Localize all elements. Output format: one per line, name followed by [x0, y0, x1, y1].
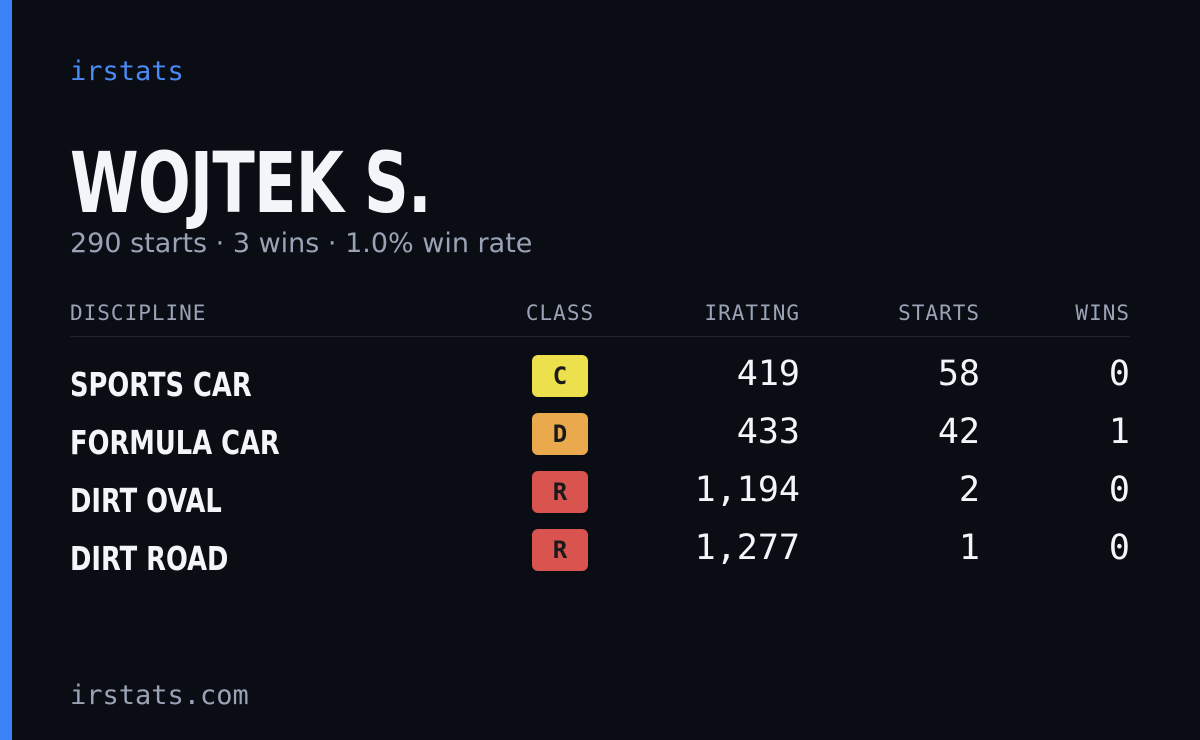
stat-value: 1 [1108, 412, 1130, 452]
stat-value: 42 [937, 412, 980, 452]
accent-bar [0, 0, 12, 740]
stat-value: 1 [958, 528, 980, 568]
stat-value: 1,194 [694, 470, 800, 510]
column-header: WINS [1075, 301, 1130, 325]
discipline: FORMULA CAR [70, 423, 280, 462]
brand: irstats [70, 56, 184, 87]
column-header: CLASS [525, 301, 595, 325]
column-header: IRATING [704, 301, 800, 325]
stat-value: 1,277 [694, 528, 800, 568]
discipline: SPORTS CAR [70, 365, 252, 404]
stat-value: 58 [937, 354, 980, 394]
column-header: DISCIPLINE [70, 301, 207, 325]
stat-value: 0 [1108, 528, 1130, 568]
class-badge: D [532, 413, 588, 455]
class-badge: R [532, 529, 588, 571]
class-badge: R [532, 471, 588, 513]
stat-value: 433 [736, 412, 800, 452]
discipline: DIRT OVAL [70, 481, 222, 520]
stat-value: 419 [736, 354, 800, 394]
stat-value: 0 [1108, 354, 1130, 394]
discipline: DIRT ROAD [70, 539, 229, 578]
stat-value: 2 [958, 470, 980, 510]
footer: irstats.com [70, 680, 249, 711]
summary: 290 starts · 3 wins · 1.0% win rate [70, 228, 533, 259]
stat-value: 0 [1108, 470, 1130, 510]
class-badge: C [532, 355, 588, 397]
header-rule [70, 336, 1130, 337]
column-header: STARTS [898, 301, 980, 325]
driver-name: WOJTEK S. [70, 134, 432, 232]
